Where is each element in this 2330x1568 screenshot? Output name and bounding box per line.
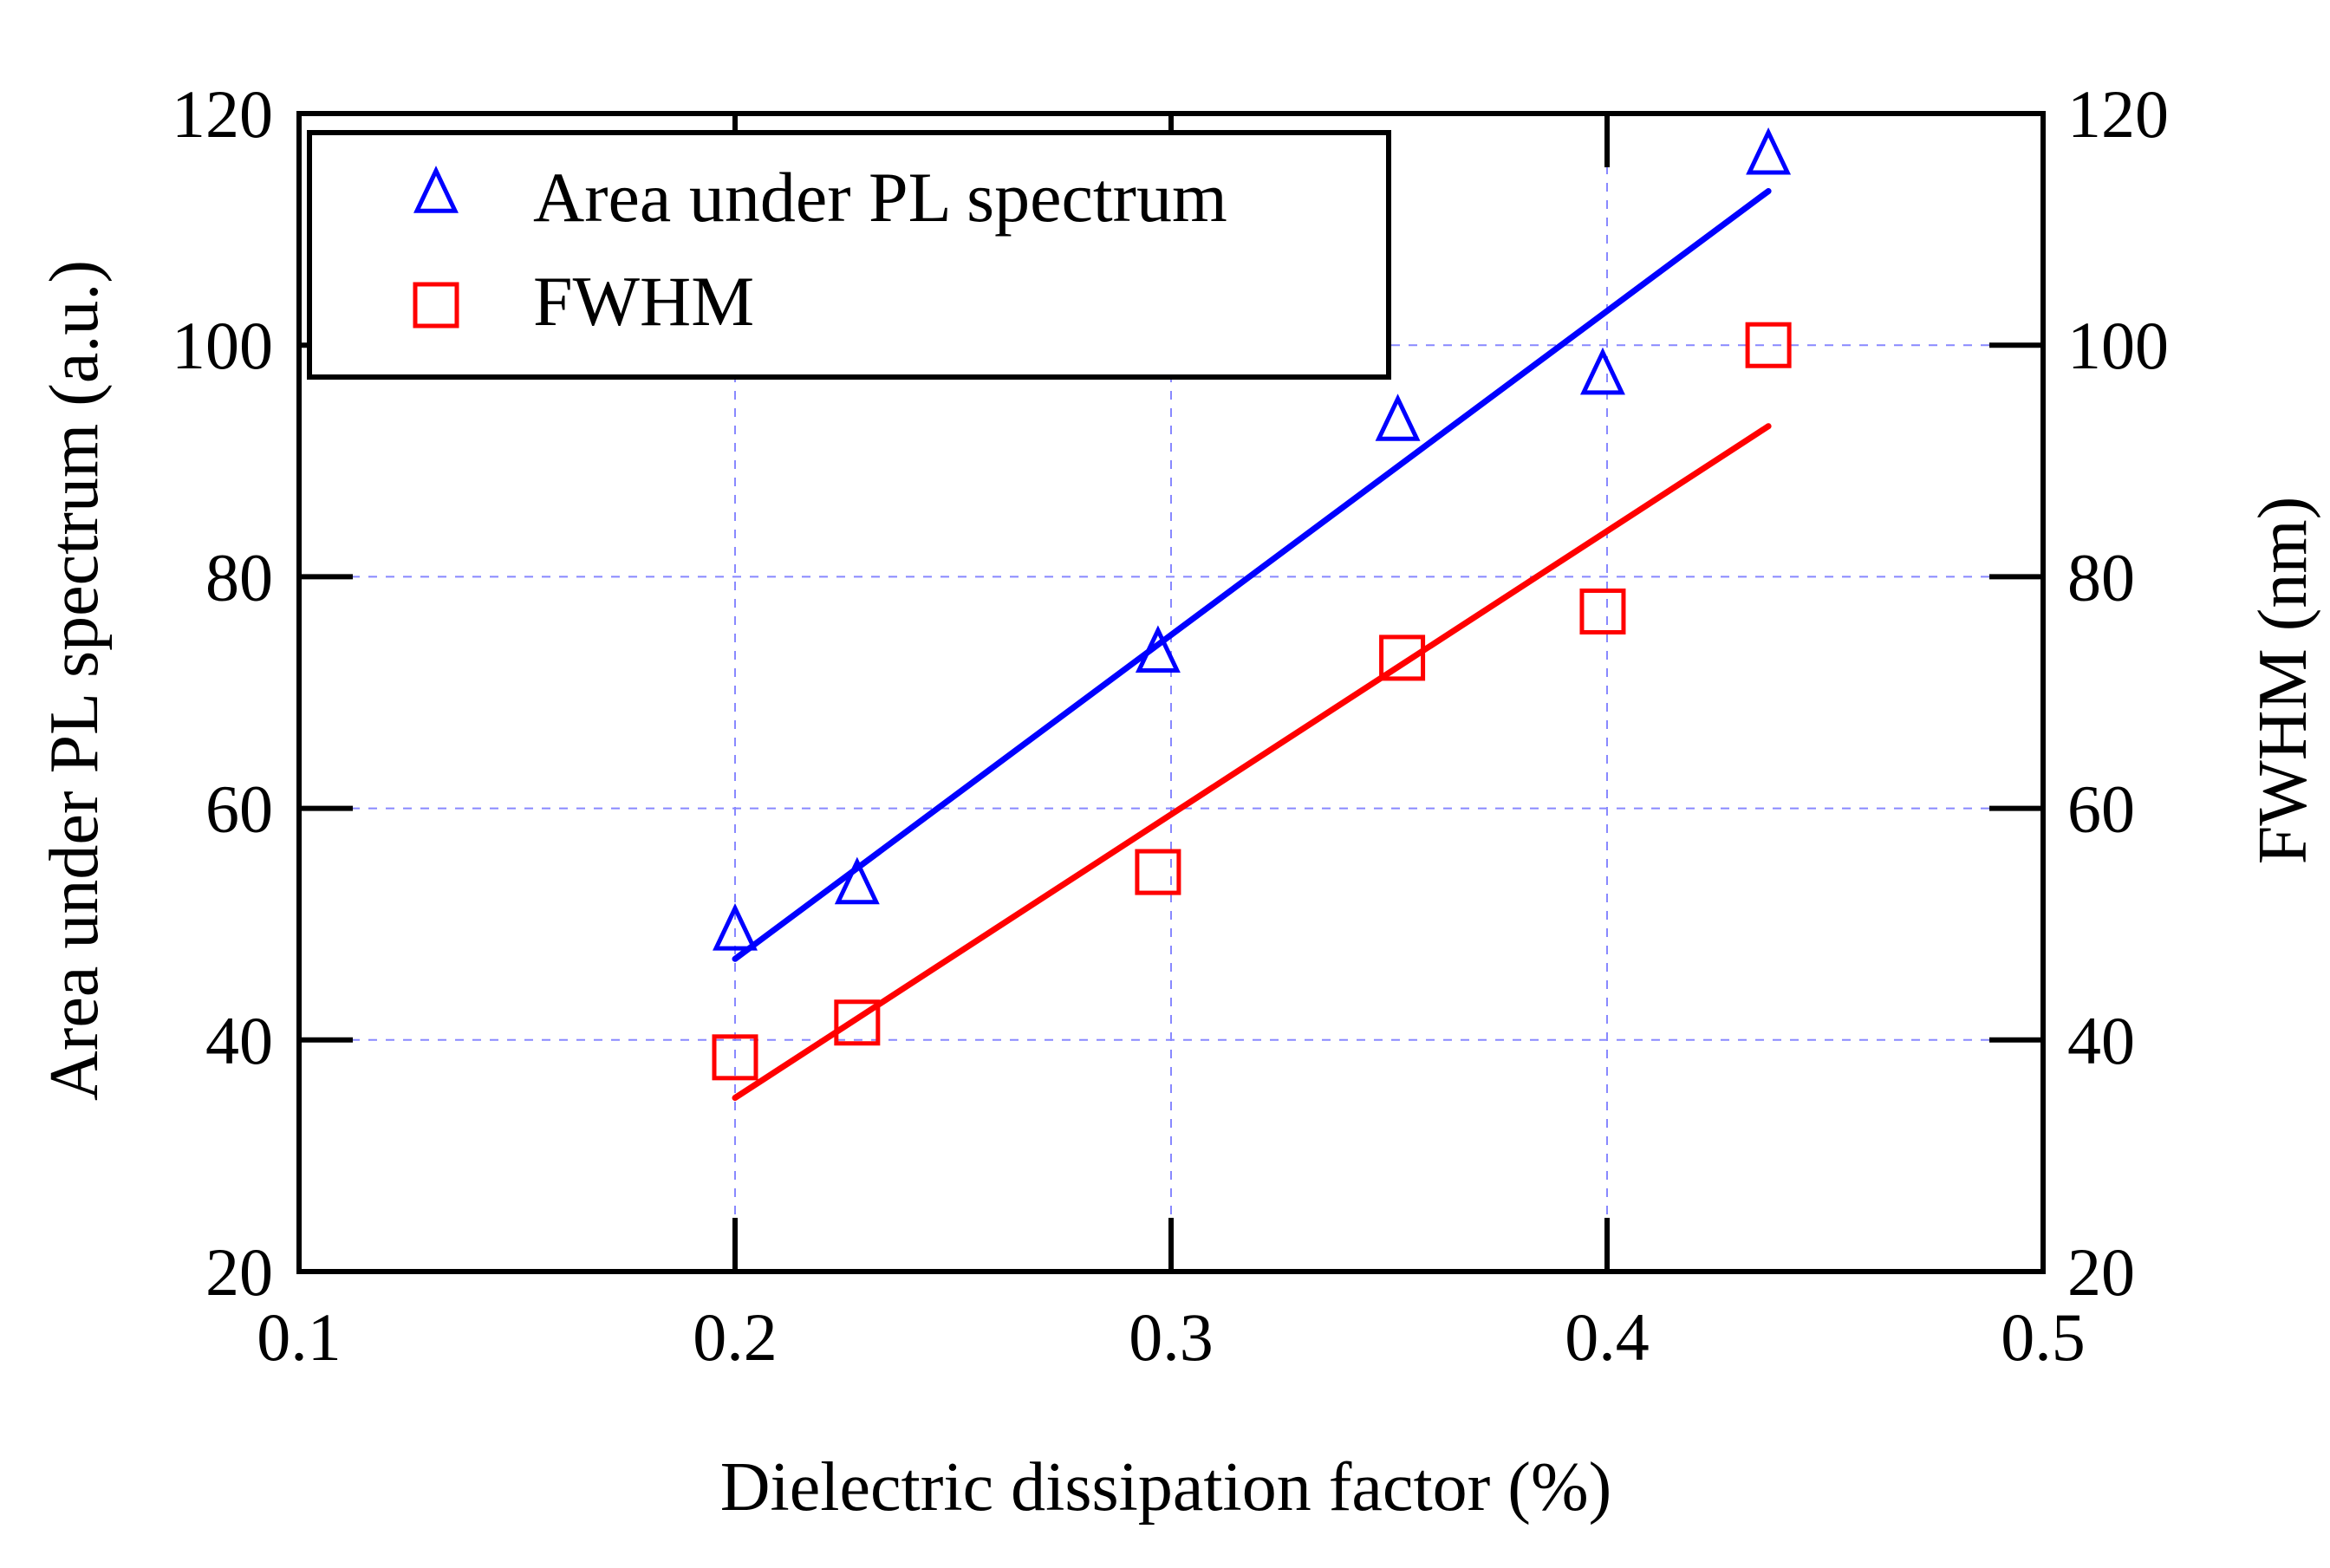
x-tick-label: 0.1 <box>257 1299 342 1375</box>
data-point-fwhm <box>1579 588 1626 634</box>
legend-square-marker <box>413 282 459 329</box>
y-tick-label-right: 60 <box>2067 771 2135 847</box>
legend-label-fwhm: FWHM <box>533 262 754 341</box>
data-point-fwhm <box>1745 322 1792 368</box>
y-tick-label-left: 120 <box>172 76 273 152</box>
fit-line-fwhm <box>732 423 1772 1102</box>
y-tick-label-left: 80 <box>205 539 273 615</box>
data-point-area <box>834 856 880 905</box>
data-point-fwhm <box>834 999 881 1046</box>
y-axis-right-title: FWHM (nm) <box>2245 497 2321 864</box>
fit-line-area <box>732 188 1772 962</box>
data-point-fwhm <box>1135 849 1181 895</box>
x-tick-label: 0.5 <box>2001 1299 2086 1375</box>
legend: Area under PL spectrum FWHM <box>307 130 1391 380</box>
legend-marker-square <box>413 282 459 329</box>
legend-marker-triangle <box>413 166 459 213</box>
data-point-area <box>1580 347 1625 395</box>
y-tick-label-left: 100 <box>172 308 273 383</box>
x-axis-title: Dielectric dissipation factor (%) <box>720 1449 1611 1526</box>
y-tick-label-right: 80 <box>2067 539 2135 615</box>
x-tick-label: 0.2 <box>693 1299 778 1375</box>
y-tick-label-left: 20 <box>205 1234 273 1310</box>
data-point-area <box>713 903 758 951</box>
data-point-fwhm <box>1379 634 1426 681</box>
y-tick-label-right: 20 <box>2067 1234 2135 1310</box>
data-point-area <box>1746 127 1792 175</box>
x-tick-label: 0.4 <box>1565 1299 1650 1375</box>
data-markers <box>712 127 1792 1081</box>
x-tick-label: 0.3 <box>1129 1299 1214 1375</box>
data-point-area <box>1135 625 1181 673</box>
legend-label-area: Area under PL spectrum <box>533 158 1227 237</box>
y-tick-label-right: 40 <box>2067 1003 2135 1078</box>
y-tick-label-right: 100 <box>2067 308 2169 383</box>
data-point-area <box>1375 394 1421 441</box>
data-point-fwhm <box>712 1034 758 1081</box>
y-tick-label-left: 40 <box>205 1003 273 1078</box>
legend-box <box>307 130 1391 380</box>
y-axis-left-title: Area under PL spectrum (a.u.) <box>36 260 113 1101</box>
y-tick-label-right: 120 <box>2067 76 2169 152</box>
plot-frame <box>296 111 2046 1274</box>
legend-triangle-marker <box>413 166 459 213</box>
y-tick-label-left: 60 <box>205 771 273 847</box>
fit-lines <box>732 188 1772 1102</box>
